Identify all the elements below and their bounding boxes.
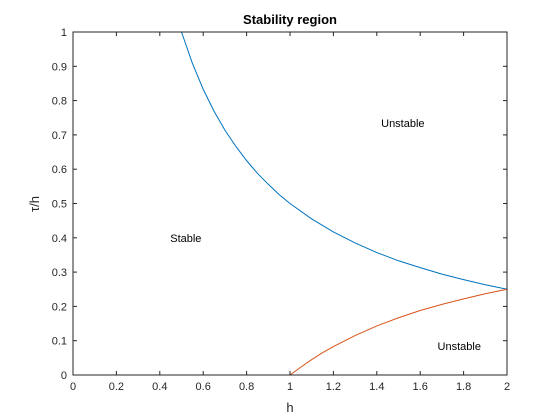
axes-layer: 0 0.2 0.4 0.6 0.8 1 1.2 1.4 1.6 1.8 2 0 0.1 0.2 0.3 0.4…: [52, 27, 510, 393]
x-axis-label: h: [286, 400, 293, 415]
y-tick-label: 1: [61, 27, 67, 39]
y-tick-label: 0.1: [52, 336, 67, 348]
series-layer: [181, 31, 508, 376]
y-tick-label: 0.3: [52, 267, 67, 279]
chart-title: Stability region: [243, 12, 337, 27]
y-tick-label: 0.6: [52, 164, 67, 176]
x-tick-label: 0.2: [109, 381, 124, 393]
x-tick-label: 1.4: [369, 381, 384, 393]
y-tick-label: 0.4: [52, 233, 67, 245]
x-tick-label: 1.8: [456, 381, 471, 393]
region-annotation: Stable: [170, 233, 201, 245]
x-tick-label: 1: [287, 381, 293, 393]
series-line-2: [289, 288, 508, 376]
region-annotation: Unstable: [381, 118, 424, 130]
annotation-layer: Stable Unstable Unstable: [170, 118, 481, 353]
x-tick-label: 1.6: [413, 381, 428, 393]
x-tick-label: 0.4: [152, 381, 167, 393]
x-tick-label: 0: [70, 381, 76, 393]
y-tick-label: 0: [61, 370, 67, 382]
y-tick-label: 0.5: [52, 199, 67, 211]
y-tick-label: 0.2: [52, 301, 67, 313]
y-tick-label: 0.9: [52, 61, 67, 73]
y-tick-label: 0.8: [52, 96, 67, 108]
x-tick-label: 1.2: [326, 381, 341, 393]
x-tick-label: 2: [504, 381, 510, 393]
x-tick-label: 0.6: [196, 381, 211, 393]
x-tick-label: 0.8: [239, 381, 254, 393]
series-line-1: [181, 31, 508, 290]
y-axis-label: τ/h: [27, 196, 42, 212]
y-tick-label: 0.7: [52, 130, 67, 142]
region-annotation: Unstable: [438, 341, 481, 353]
